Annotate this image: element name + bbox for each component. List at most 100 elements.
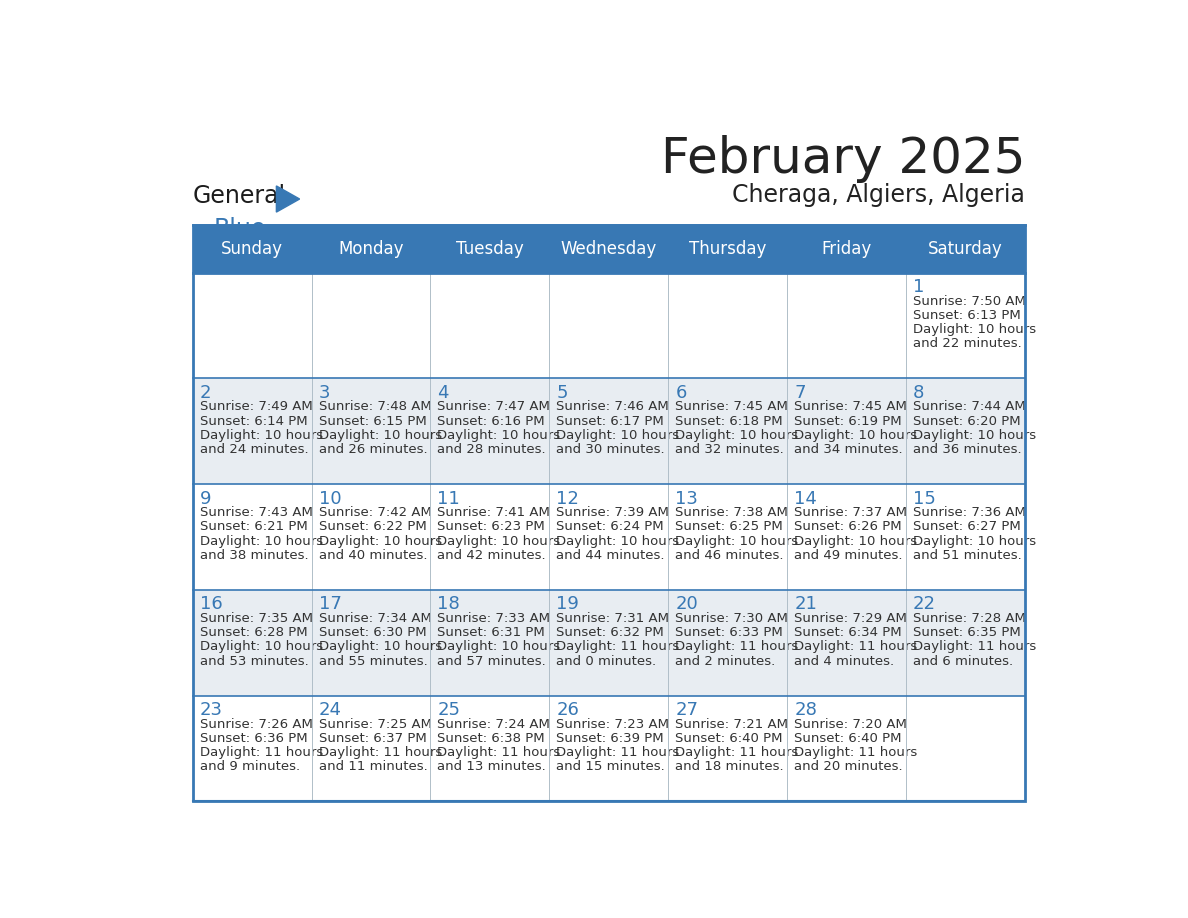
Text: Sunrise: 7:28 AM: Sunrise: 7:28 AM bbox=[914, 612, 1026, 625]
Text: 4: 4 bbox=[437, 384, 449, 402]
Text: 17: 17 bbox=[318, 596, 341, 613]
Text: and 42 minutes.: and 42 minutes. bbox=[437, 549, 546, 562]
Text: 15: 15 bbox=[914, 489, 936, 508]
Text: 23: 23 bbox=[200, 701, 222, 719]
Text: Daylight: 10 hours: Daylight: 10 hours bbox=[794, 534, 917, 548]
Text: Sunset: 6:13 PM: Sunset: 6:13 PM bbox=[914, 309, 1020, 322]
Text: 18: 18 bbox=[437, 596, 460, 613]
Text: Sunset: 6:36 PM: Sunset: 6:36 PM bbox=[200, 732, 308, 744]
Text: and 57 minutes.: and 57 minutes. bbox=[437, 655, 546, 667]
Text: Sunrise: 7:42 AM: Sunrise: 7:42 AM bbox=[318, 506, 431, 520]
Text: 2: 2 bbox=[200, 384, 211, 402]
Text: Sunset: 6:40 PM: Sunset: 6:40 PM bbox=[675, 732, 783, 744]
Text: Daylight: 10 hours: Daylight: 10 hours bbox=[675, 429, 798, 442]
Text: Sunrise: 7:20 AM: Sunrise: 7:20 AM bbox=[794, 718, 908, 731]
Text: Sunrise: 7:25 AM: Sunrise: 7:25 AM bbox=[318, 718, 431, 731]
Text: and 40 minutes.: and 40 minutes. bbox=[318, 549, 426, 562]
Text: and 4 minutes.: and 4 minutes. bbox=[794, 655, 895, 667]
Text: Sunset: 6:38 PM: Sunset: 6:38 PM bbox=[437, 732, 545, 744]
Text: and 13 minutes.: and 13 minutes. bbox=[437, 760, 546, 773]
Text: Sunset: 6:24 PM: Sunset: 6:24 PM bbox=[556, 521, 664, 533]
Text: Sunrise: 7:49 AM: Sunrise: 7:49 AM bbox=[200, 400, 312, 413]
Text: Sunset: 6:32 PM: Sunset: 6:32 PM bbox=[556, 626, 664, 639]
Text: Daylight: 10 hours: Daylight: 10 hours bbox=[794, 429, 917, 442]
Text: 5: 5 bbox=[556, 384, 568, 402]
Text: Sunrise: 7:23 AM: Sunrise: 7:23 AM bbox=[556, 718, 669, 731]
Bar bbox=[192, 378, 1025, 484]
Text: and 18 minutes.: and 18 minutes. bbox=[675, 760, 784, 773]
Text: Daylight: 11 hours: Daylight: 11 hours bbox=[794, 641, 917, 654]
Text: 21: 21 bbox=[794, 596, 817, 613]
Text: Sunday: Sunday bbox=[221, 240, 283, 258]
Text: Sunrise: 7:24 AM: Sunrise: 7:24 AM bbox=[437, 718, 550, 731]
Text: Daylight: 11 hours: Daylight: 11 hours bbox=[794, 746, 917, 759]
Text: Sunset: 6:21 PM: Sunset: 6:21 PM bbox=[200, 521, 308, 533]
Text: Sunrise: 7:31 AM: Sunrise: 7:31 AM bbox=[556, 612, 669, 625]
Text: Sunset: 6:31 PM: Sunset: 6:31 PM bbox=[437, 626, 545, 639]
Text: Sunset: 6:27 PM: Sunset: 6:27 PM bbox=[914, 521, 1020, 533]
Text: 22: 22 bbox=[914, 596, 936, 613]
Bar bbox=[192, 225, 1025, 801]
Text: Sunrise: 7:36 AM: Sunrise: 7:36 AM bbox=[914, 506, 1026, 520]
Text: Daylight: 10 hours: Daylight: 10 hours bbox=[675, 534, 798, 548]
Text: Sunrise: 7:30 AM: Sunrise: 7:30 AM bbox=[675, 612, 788, 625]
Text: Sunrise: 7:26 AM: Sunrise: 7:26 AM bbox=[200, 718, 312, 731]
Text: Daylight: 10 hours: Daylight: 10 hours bbox=[200, 534, 323, 548]
Text: and 9 minutes.: and 9 minutes. bbox=[200, 760, 299, 773]
Text: Daylight: 10 hours: Daylight: 10 hours bbox=[437, 534, 561, 548]
Text: February 2025: February 2025 bbox=[661, 135, 1025, 183]
Text: and 15 minutes.: and 15 minutes. bbox=[556, 760, 665, 773]
Text: Sunset: 6:30 PM: Sunset: 6:30 PM bbox=[318, 626, 426, 639]
Text: Sunrise: 7:44 AM: Sunrise: 7:44 AM bbox=[914, 400, 1025, 413]
Text: Daylight: 10 hours: Daylight: 10 hours bbox=[914, 534, 1036, 548]
Text: Sunrise: 7:38 AM: Sunrise: 7:38 AM bbox=[675, 506, 788, 520]
Text: Sunset: 6:39 PM: Sunset: 6:39 PM bbox=[556, 732, 664, 744]
Text: Daylight: 11 hours: Daylight: 11 hours bbox=[675, 641, 798, 654]
Text: Daylight: 10 hours: Daylight: 10 hours bbox=[318, 641, 442, 654]
Text: Sunrise: 7:48 AM: Sunrise: 7:48 AM bbox=[318, 400, 431, 413]
Text: Sunset: 6:28 PM: Sunset: 6:28 PM bbox=[200, 626, 308, 639]
Bar bbox=[192, 225, 1025, 273]
Text: Sunrise: 7:21 AM: Sunrise: 7:21 AM bbox=[675, 718, 789, 731]
Text: Daylight: 10 hours: Daylight: 10 hours bbox=[914, 429, 1036, 442]
Text: 7: 7 bbox=[794, 384, 805, 402]
Text: Daylight: 10 hours: Daylight: 10 hours bbox=[556, 534, 680, 548]
Text: Wednesday: Wednesday bbox=[561, 240, 657, 258]
Text: Sunset: 6:20 PM: Sunset: 6:20 PM bbox=[914, 415, 1020, 428]
Text: and 55 minutes.: and 55 minutes. bbox=[318, 655, 428, 667]
Text: Tuesday: Tuesday bbox=[456, 240, 524, 258]
Text: Cheraga, Algiers, Algeria: Cheraga, Algiers, Algeria bbox=[732, 183, 1025, 207]
Text: Sunrise: 7:45 AM: Sunrise: 7:45 AM bbox=[794, 400, 908, 413]
Text: 13: 13 bbox=[675, 489, 699, 508]
Text: 3: 3 bbox=[318, 384, 330, 402]
Text: Sunset: 6:35 PM: Sunset: 6:35 PM bbox=[914, 626, 1020, 639]
Text: 11: 11 bbox=[437, 489, 460, 508]
Text: 27: 27 bbox=[675, 701, 699, 719]
Text: and 51 minutes.: and 51 minutes. bbox=[914, 549, 1022, 562]
Text: 20: 20 bbox=[675, 596, 699, 613]
Text: and 49 minutes.: and 49 minutes. bbox=[794, 549, 903, 562]
Text: and 26 minutes.: and 26 minutes. bbox=[318, 443, 428, 456]
Text: Sunrise: 7:41 AM: Sunrise: 7:41 AM bbox=[437, 506, 550, 520]
Text: Sunset: 6:14 PM: Sunset: 6:14 PM bbox=[200, 415, 308, 428]
Text: 8: 8 bbox=[914, 384, 924, 402]
Text: Sunset: 6:17 PM: Sunset: 6:17 PM bbox=[556, 415, 664, 428]
Text: 28: 28 bbox=[794, 701, 817, 719]
Text: Sunrise: 7:29 AM: Sunrise: 7:29 AM bbox=[794, 612, 908, 625]
Text: General: General bbox=[192, 185, 286, 208]
Text: Thursday: Thursday bbox=[689, 240, 766, 258]
Text: Sunrise: 7:35 AM: Sunrise: 7:35 AM bbox=[200, 612, 312, 625]
Text: Sunrise: 7:46 AM: Sunrise: 7:46 AM bbox=[556, 400, 669, 413]
Text: Sunset: 6:25 PM: Sunset: 6:25 PM bbox=[675, 521, 783, 533]
Text: 12: 12 bbox=[556, 489, 580, 508]
Text: Sunset: 6:37 PM: Sunset: 6:37 PM bbox=[318, 732, 426, 744]
Text: and 20 minutes.: and 20 minutes. bbox=[794, 760, 903, 773]
Text: Daylight: 10 hours: Daylight: 10 hours bbox=[318, 429, 442, 442]
Text: Sunset: 6:34 PM: Sunset: 6:34 PM bbox=[794, 626, 902, 639]
Text: and 36 minutes.: and 36 minutes. bbox=[914, 443, 1022, 456]
Text: Daylight: 11 hours: Daylight: 11 hours bbox=[556, 746, 680, 759]
Text: Sunset: 6:23 PM: Sunset: 6:23 PM bbox=[437, 521, 545, 533]
Text: and 28 minutes.: and 28 minutes. bbox=[437, 443, 546, 456]
Text: Daylight: 11 hours: Daylight: 11 hours bbox=[675, 746, 798, 759]
Text: Friday: Friday bbox=[822, 240, 872, 258]
